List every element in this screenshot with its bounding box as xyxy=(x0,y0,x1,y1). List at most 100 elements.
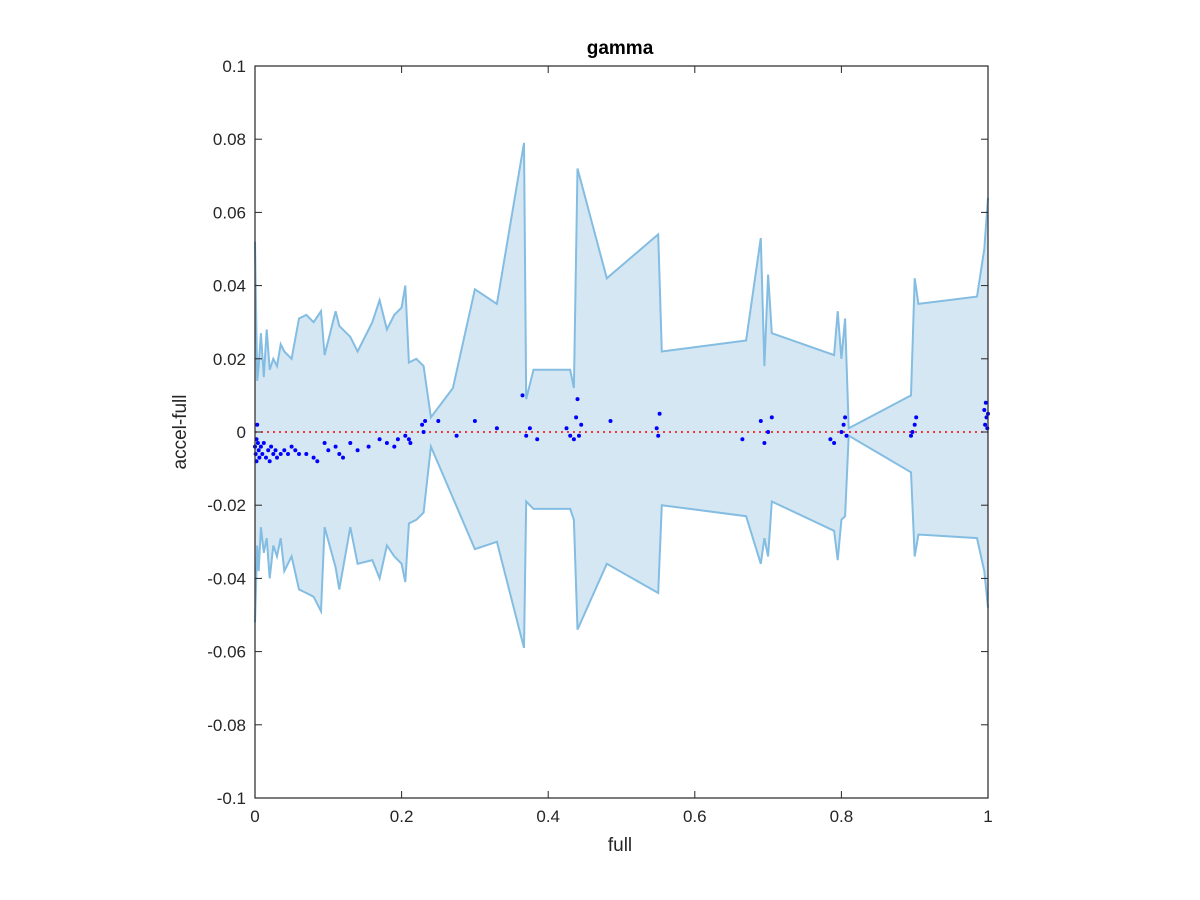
x-tick-label: 0.8 xyxy=(830,807,854,826)
data-point xyxy=(832,441,837,445)
y-tick-label: -0.1 xyxy=(217,789,246,808)
x-tick-label: 0.2 xyxy=(390,807,414,826)
band-lower-edge xyxy=(254,433,989,649)
data-point xyxy=(255,422,260,427)
data-point xyxy=(436,419,441,423)
data-point xyxy=(395,437,400,442)
data-point xyxy=(982,408,987,412)
data-point xyxy=(403,433,408,438)
y-tick-label: 0.04 xyxy=(213,277,246,296)
data-point xyxy=(535,437,540,442)
data-point xyxy=(392,444,397,449)
data-point xyxy=(384,441,389,445)
data-point xyxy=(454,433,459,438)
data-point xyxy=(423,419,428,423)
data-point xyxy=(255,441,260,445)
data-point xyxy=(841,422,846,427)
data-point xyxy=(910,430,915,434)
x-tick-label: 0.4 xyxy=(536,807,560,826)
data-point xyxy=(293,448,298,453)
y-axis-ticks: 0.1 0.08 0.06 0.04 0.02 0 -0.02 -0.04 -0.06 -0.08… xyxy=(207,57,988,808)
data-point xyxy=(348,441,353,445)
x-tick-label: 1 xyxy=(983,807,992,826)
data-point xyxy=(355,448,360,453)
data-point xyxy=(271,452,276,456)
y-tick-label: 0.1 xyxy=(222,57,246,76)
data-point xyxy=(575,397,580,402)
data-point xyxy=(337,452,342,456)
data-point xyxy=(839,430,844,434)
data-point xyxy=(253,452,258,456)
data-point xyxy=(494,426,499,431)
data-point xyxy=(261,441,266,445)
data-point xyxy=(297,452,301,456)
band-fill xyxy=(255,142,988,648)
data-point xyxy=(568,433,573,438)
data-point xyxy=(654,426,659,431)
data-point xyxy=(608,419,613,423)
data-point xyxy=(657,411,662,416)
data-point xyxy=(258,444,263,449)
data-point xyxy=(577,433,581,438)
confidence-band xyxy=(254,142,989,649)
data-point xyxy=(571,437,576,442)
data-point xyxy=(275,455,279,460)
data-point xyxy=(333,444,338,449)
data-point xyxy=(520,393,525,398)
data-point xyxy=(762,441,767,445)
data-point xyxy=(341,455,345,460)
data-point xyxy=(267,459,272,464)
y-tick-label: -0.02 xyxy=(207,496,246,515)
data-point xyxy=(828,437,833,442)
y-axis-label: accel-full xyxy=(170,395,191,470)
data-point xyxy=(286,452,290,456)
data-point xyxy=(256,448,261,453)
data-point xyxy=(843,415,848,420)
data-point xyxy=(315,459,320,464)
data-point xyxy=(574,415,579,420)
y-tick-label: 0.02 xyxy=(213,350,246,369)
data-point xyxy=(257,455,262,460)
data-point xyxy=(377,437,382,442)
data-point xyxy=(656,433,661,438)
data-point xyxy=(524,433,529,438)
data-point xyxy=(564,426,569,431)
x-tick-label: 0 xyxy=(250,807,259,826)
data-point xyxy=(266,448,271,453)
data-point xyxy=(366,444,371,449)
x-tick-label: 0.6 xyxy=(683,807,707,826)
data-point xyxy=(579,422,584,427)
data-point xyxy=(421,430,426,434)
y-tick-label: 0.08 xyxy=(213,130,246,149)
data-point xyxy=(983,422,988,427)
data-point xyxy=(985,426,990,431)
data-point xyxy=(420,422,425,427)
data-point xyxy=(740,437,745,442)
data-point xyxy=(766,430,771,434)
data-point xyxy=(269,444,274,449)
y-tick-label: -0.08 xyxy=(207,716,246,735)
x-axis-label: full xyxy=(608,835,632,856)
data-point xyxy=(844,433,849,438)
y-tick-label: 0.06 xyxy=(213,203,246,222)
data-point xyxy=(278,452,283,456)
data-point xyxy=(273,448,278,453)
data-point xyxy=(758,419,763,423)
data-point xyxy=(260,452,265,456)
data-point xyxy=(264,455,268,460)
data-point xyxy=(909,433,913,438)
x-axis-ticks: 0 0.2 0.4 0.6 0.8 1 xyxy=(250,66,993,826)
data-point xyxy=(304,452,309,456)
chart-title: gamma xyxy=(587,38,654,59)
data-point xyxy=(983,400,988,405)
data-point xyxy=(406,437,411,442)
y-tick-label: -0.06 xyxy=(207,643,246,662)
data-point xyxy=(472,419,477,423)
data-point xyxy=(311,455,316,460)
data-point xyxy=(326,448,331,453)
data-point xyxy=(322,441,327,445)
y-tick-label: -0.04 xyxy=(207,569,246,588)
y-tick-label: 0 xyxy=(237,423,246,442)
data-point xyxy=(912,422,917,427)
